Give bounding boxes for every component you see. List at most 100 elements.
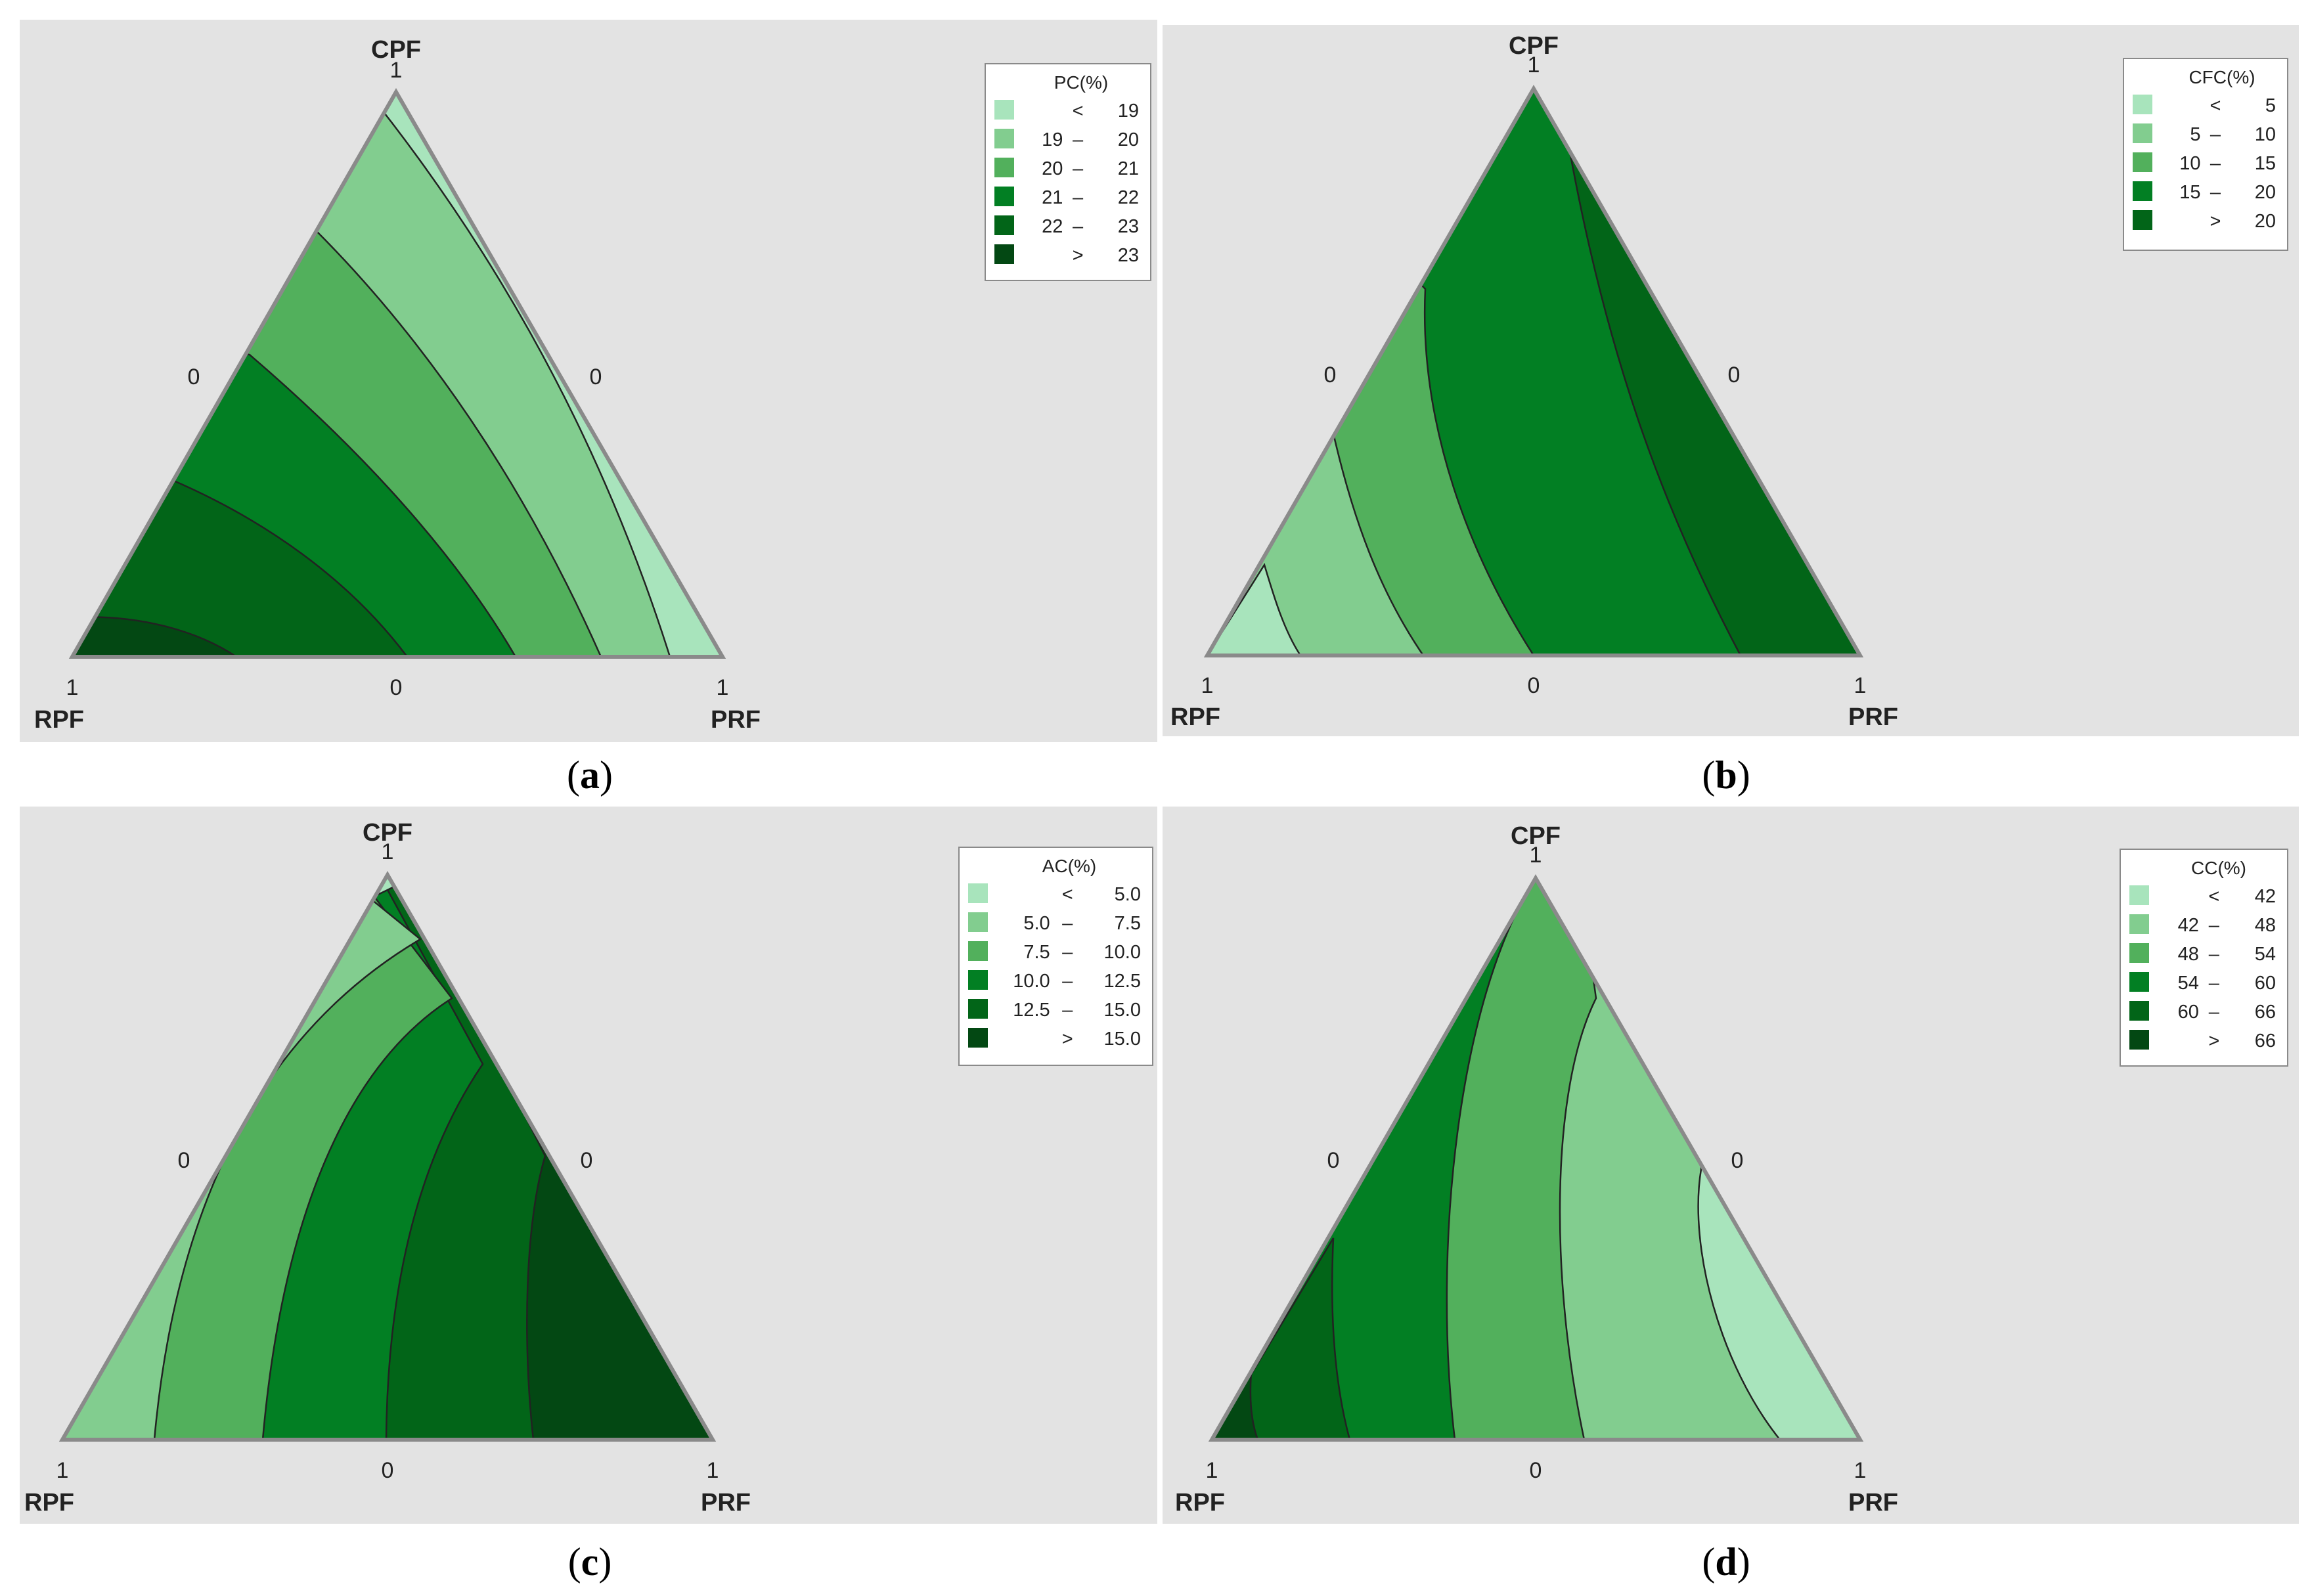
legend-range-op: – [2209,915,2220,936]
vertex-left-label-c: RPF [24,1489,74,1517]
legend-range-high: 10.0 [1104,942,1141,963]
vertex-right-tick-a: 1 [717,675,729,700]
caption-a: (a) [567,753,613,797]
vertex-right-label-d: PRF [1848,1489,1898,1517]
legend-range-high: 20 [1118,129,1139,150]
legend-swatch [994,129,1014,148]
legend-range-op: – [2210,153,2221,174]
legend-range-high: 42 [2255,886,2276,907]
legend-range-op: – [1073,187,1084,208]
vertex-top-tick-a: 1 [390,58,403,83]
legend-swatch [2129,1030,2149,1050]
vertex-top-label-d: CPF [1511,822,1561,850]
vertex-top-tick-d: 1 [1530,843,1542,868]
edge-left-tick-c: 0 [178,1148,190,1173]
edge-left-tick-d: 0 [1327,1148,1340,1173]
vertex-top-label-a: CPF [371,36,421,64]
edge-bottom-tick-a: 0 [390,675,403,700]
panel-d: CPF 1 1 RPF 1 PRF 0 0 0 CC(%) <4242–4848… [1163,807,2299,1524]
legend-range-high: 60 [2255,973,2276,994]
legend-range-op: – [2209,1002,2220,1023]
legend-swatch [994,215,1014,235]
legend-swatch [2129,943,2149,963]
vertex-left-label-d: RPF [1175,1489,1225,1517]
vertex-right-label-c: PRF [701,1489,751,1517]
legend-range-low: 19 [1042,129,1063,150]
legend-range-op: < [1073,100,1084,122]
legend-swatch [2133,210,2152,230]
legend-range-op: – [1062,942,1073,963]
legend-range-op: > [1073,245,1084,266]
vertex-left-label-a: RPF [34,706,84,734]
legend-range-high: 48 [2255,915,2276,936]
legend-range-high: 66 [2255,1002,2276,1023]
legend-range-low: 54 [2178,973,2199,994]
legend-range-op: – [2210,182,2221,203]
legend-range-low: 15 [2179,182,2200,203]
legend-range-op: > [2210,211,2221,232]
legend-swatch [2129,914,2149,934]
vertex-left-tick-b: 1 [1201,673,1214,698]
legend-swatch [968,912,988,932]
vertex-right-tick-d: 1 [1854,1458,1867,1483]
vertex-left-label-b: RPF [1170,703,1220,731]
panel-a: CPF 1 1 RPF 1 PRF 0 0 0 PC(%) <1919–2020… [20,20,1157,742]
legend-range-high: 5 [2265,95,2276,116]
vertex-top-label-b: CPF [1509,32,1559,60]
legend-swatch [2129,972,2149,992]
legend-range-low: 10 [2179,153,2200,174]
legend-range-high: 5.0 [1115,884,1141,905]
legend-range-op: – [1062,1000,1073,1021]
panel-c: CPF 1 1 RPF 1 PRF 0 0 0 AC(%) <5.05.0–7.… [20,807,1157,1524]
vertex-right-tick-b: 1 [1854,673,1867,698]
legend-range-high: 21 [1118,158,1139,179]
legend-swatch [2133,181,2152,201]
legend-swatch [968,970,988,990]
triangle-d-outline [1208,874,1864,1442]
legend-swatch [968,883,988,903]
legend-swatch [994,187,1014,206]
legend-b-title: CFC(%) [2188,67,2255,87]
edge-right-tick-d: 0 [1731,1148,1744,1173]
legend-range-low: 21 [1042,187,1063,208]
vertex-left-tick-d: 1 [1206,1458,1218,1483]
vertex-right-tick-c: 1 [707,1458,719,1483]
legend-c-title: AC(%) [1042,856,1096,876]
edge-right-tick-b: 0 [1728,363,1741,388]
legend-range-op: – [1062,971,1073,992]
legend-range-op: < [2210,95,2221,116]
legend-range-low: 12.5 [1013,1000,1050,1021]
vertex-top-tick-b: 1 [1528,53,1540,78]
legend-swatch [994,244,1014,264]
legend-range-high: 7.5 [1115,913,1141,934]
legend-swatch [994,158,1014,177]
legend-range-high: 10 [2255,124,2276,145]
legend-range-op: – [1073,129,1084,150]
edge-left-tick-b: 0 [1324,363,1337,388]
legend-range-low: 7.5 [1023,942,1050,963]
legend-range-high: 20 [2255,182,2276,203]
triangle-b-outline [1203,84,1864,657]
triangle-a-outline [68,87,726,659]
legend-c-box [958,847,1153,1066]
edge-bottom-tick-b: 0 [1528,673,1540,698]
legend-range-high: 19 [1118,100,1139,122]
legend-range-high: 23 [1118,245,1139,266]
legend-range-high: 15 [2255,153,2276,174]
legend-range-low: 48 [2178,944,2199,965]
caption-c: (c) [568,1540,612,1584]
vertex-right-label-a: PRF [711,706,761,734]
edge-bottom-tick-c: 0 [382,1458,394,1483]
caption-d: (d) [1702,1540,1750,1584]
legend-swatch [968,941,988,961]
legend-range-low: 20 [1042,158,1063,179]
vertex-left-tick-a: 1 [66,675,79,700]
legend-swatch [2133,123,2152,143]
legend-a-title: PC(%) [1054,72,1108,93]
legend-d-title: CC(%) [2191,858,2246,878]
legend-range-low: 22 [1042,216,1063,237]
legend-range-op: – [2209,973,2220,994]
